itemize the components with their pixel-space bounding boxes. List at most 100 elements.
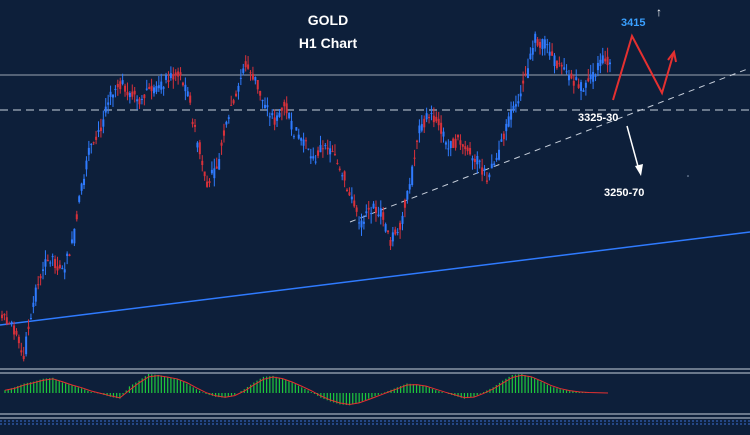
- candle-body: [444, 142, 447, 145]
- candle-body: [37, 284, 40, 286]
- candle-body: [452, 138, 455, 148]
- candle-body: [490, 163, 493, 169]
- candle-body: [242, 68, 245, 73]
- candle-body: [478, 160, 481, 162]
- candle-body: [268, 116, 271, 118]
- candle-body: [92, 142, 95, 144]
- candle-body: [391, 232, 394, 242]
- candle-body: [302, 139, 305, 146]
- candle-body: [276, 115, 279, 121]
- candle-body: [599, 59, 602, 67]
- candle-body: [232, 100, 235, 104]
- candle-body: [102, 119, 105, 127]
- candle-body: [394, 229, 397, 235]
- candle-body: [285, 103, 288, 114]
- candle-body: [5, 317, 8, 324]
- candle-body: [181, 82, 184, 86]
- candle-body: [32, 302, 35, 307]
- candle-body: [249, 72, 252, 74]
- candle-body: [584, 82, 587, 88]
- candle-body: [305, 140, 307, 142]
- candle-body: [254, 77, 257, 81]
- candle-body: [594, 75, 597, 77]
- candle-body: [524, 73, 527, 75]
- candle-body: [8, 323, 11, 325]
- candle-body: [27, 326, 30, 330]
- candle-body: [505, 123, 508, 132]
- candle-body: [473, 158, 476, 163]
- candle-body: [210, 169, 213, 174]
- candle-body: [186, 91, 189, 97]
- candle-body: [457, 135, 459, 138]
- candle-body: [271, 113, 274, 116]
- candle-body: [222, 130, 225, 136]
- candle-body: [476, 155, 479, 165]
- candle-body: [104, 106, 107, 113]
- candle-body: [70, 239, 73, 243]
- candle-body: [138, 98, 141, 105]
- candle-body: [517, 101, 520, 104]
- candle-body: [73, 228, 76, 244]
- candle-body: [172, 74, 175, 80]
- candle-body: [466, 147, 469, 152]
- candle-body: [273, 117, 276, 125]
- candle-body: [430, 113, 433, 115]
- candle-body: [259, 90, 262, 96]
- candle-body: [604, 58, 607, 62]
- candle-body: [382, 212, 385, 220]
- candle-body: [95, 136, 98, 140]
- candle-body: [189, 95, 192, 103]
- candle-body: [377, 214, 380, 216]
- candle-body: [471, 158, 474, 161]
- candle-body: [360, 220, 363, 228]
- candle-body: [606, 56, 609, 66]
- candle-body: [13, 325, 16, 335]
- candle-body: [440, 122, 443, 134]
- candle-body: [114, 88, 117, 91]
- candle-body: [572, 80, 575, 86]
- candle-body: [560, 64, 563, 67]
- candle-body: [425, 113, 428, 120]
- candle-body: [406, 190, 409, 200]
- candle-body: [290, 120, 293, 130]
- candle-body: [358, 222, 361, 224]
- candle-body: [235, 93, 238, 97]
- candle-body: [75, 214, 78, 220]
- downside-target-label: 3250-70: [604, 187, 644, 199]
- candle-body: [87, 147, 90, 155]
- candle-body: [201, 160, 204, 165]
- candle-body: [116, 83, 119, 88]
- candle-body: [370, 213, 373, 215]
- candle-body: [177, 71, 180, 77]
- candle-body: [558, 63, 561, 65]
- candle-body: [136, 99, 139, 102]
- candle-body: [512, 105, 515, 111]
- candle-body: [350, 196, 353, 200]
- candle-body: [169, 73, 172, 79]
- candle-body: [324, 145, 327, 147]
- macd-signal-line: [4, 374, 609, 405]
- candle-body: [191, 121, 194, 125]
- candle-body: [251, 73, 254, 80]
- candle-body: [78, 196, 81, 202]
- candle-body: [143, 94, 146, 99]
- candle-body: [346, 189, 349, 191]
- candle-body: [553, 55, 556, 67]
- candle-body: [502, 133, 505, 140]
- candle-body: [592, 71, 595, 82]
- candle-body: [529, 53, 532, 60]
- candle-body: [413, 157, 416, 159]
- candle-body: [128, 92, 131, 98]
- candle-body: [343, 171, 346, 181]
- candle-body: [531, 47, 534, 55]
- candle-body: [372, 203, 375, 209]
- candle-body: [54, 258, 57, 269]
- candle-body: [68, 254, 71, 257]
- candle-body: [546, 44, 549, 46]
- candle-body: [387, 230, 390, 233]
- chart-title: GOLD: [308, 12, 348, 28]
- candle-body: [295, 127, 298, 131]
- candle-body: [309, 156, 312, 159]
- candle-body: [15, 330, 18, 335]
- candle-body: [514, 104, 517, 107]
